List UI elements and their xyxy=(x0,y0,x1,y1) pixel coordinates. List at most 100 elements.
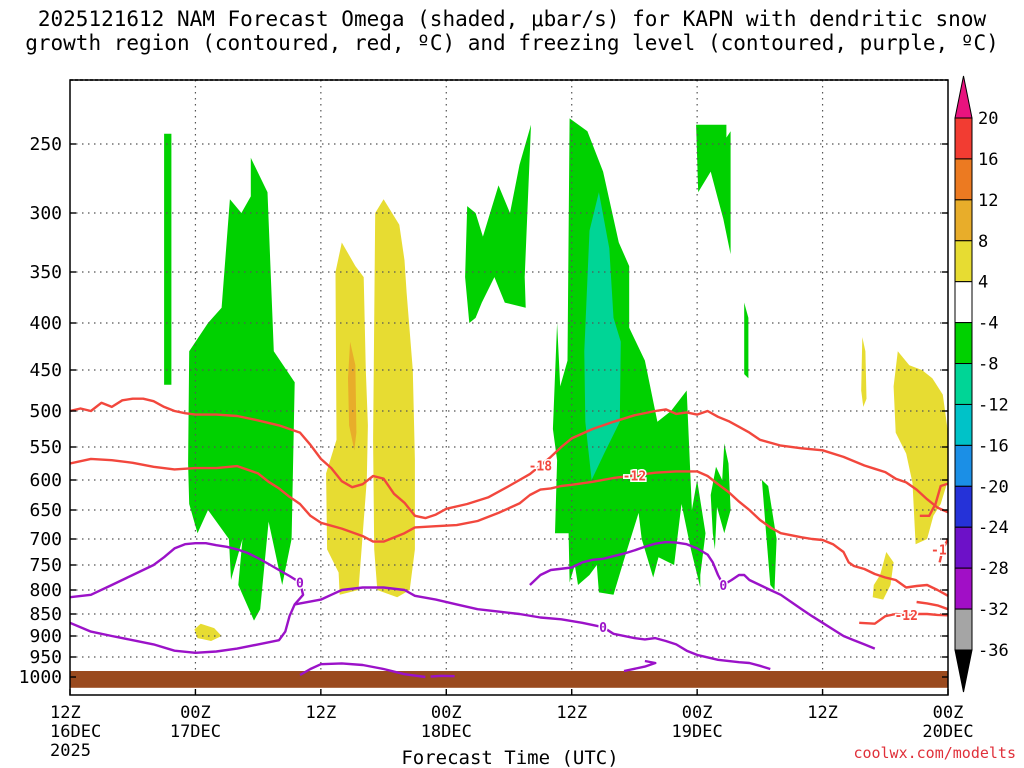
colorbar-bin xyxy=(954,158,973,201)
colorbar-bottom-arrow xyxy=(954,649,973,693)
plot-area: -18 -12 -12 -18 0 0 0 xyxy=(70,80,955,695)
isotherm-contour-label: -18 xyxy=(529,459,553,474)
credit-text: coolwx.com/modelts xyxy=(853,744,1016,762)
y-tick-label: 800 xyxy=(29,580,62,601)
freezing-level-contour xyxy=(529,540,876,650)
colorbar-label: -16 xyxy=(978,436,1009,456)
y-tick-label: 1000 xyxy=(19,667,62,688)
colorbar-label: 8 xyxy=(978,232,988,252)
y-tick-label: 400 xyxy=(29,313,62,334)
x-tick-label: 16DEC xyxy=(50,722,101,742)
colorbar-label: -24 xyxy=(978,518,1009,538)
colorbar-bin xyxy=(954,485,973,528)
omega-region xyxy=(373,199,415,598)
x-tick-label: 20DEC xyxy=(922,722,973,742)
colorbar-label: 20 xyxy=(978,109,998,129)
omega-region xyxy=(465,124,531,323)
colorbar-label: -8 xyxy=(978,355,998,375)
y-tick-label: 950 xyxy=(29,647,62,668)
colorbar-top-arrow xyxy=(954,75,973,119)
isotherm-contour-label: -12 xyxy=(894,609,917,624)
colorbar-label: 16 xyxy=(978,150,998,170)
colorbar-label: -4 xyxy=(978,314,998,334)
isotherm-contour-label: -12 xyxy=(623,469,646,484)
x-tick-label: 12Z xyxy=(556,703,587,723)
omega-region xyxy=(893,351,948,545)
isotherm-contour xyxy=(916,600,948,611)
isotherm-contour xyxy=(919,482,948,517)
colorbar-bin xyxy=(954,403,973,446)
omega-region xyxy=(326,242,368,595)
omega-region xyxy=(761,480,777,590)
colorbar-label: -20 xyxy=(978,477,1009,497)
x-tick-label: 19DEC xyxy=(672,722,723,742)
colorbar-bin xyxy=(954,608,973,651)
chart-title-line-2: growth region (contoured, red, ºC) and f… xyxy=(25,31,999,55)
axes: 2503003504004505005506006507007508008509… xyxy=(19,79,974,761)
omega-region xyxy=(194,623,222,641)
isotherm-contour xyxy=(70,457,948,597)
y-tick-label: 350 xyxy=(29,262,62,283)
omega-region xyxy=(696,124,731,255)
y-tick-label: 550 xyxy=(29,437,62,458)
x-tick-label: 12Z xyxy=(305,703,336,723)
y-tick-label: 900 xyxy=(29,626,62,647)
isotherm-contour xyxy=(859,612,948,625)
freezing-level-contour xyxy=(299,662,426,679)
terrain-fill xyxy=(70,671,948,688)
y-tick-label: 450 xyxy=(29,360,62,381)
colorbar: 20 16 12 8 4 -4 -8 -12 -16 -20 -24 -28 -32 -36 xyxy=(954,75,1009,693)
colorbar-bin xyxy=(954,281,973,324)
freezing-level-contour-label: 0 xyxy=(296,577,304,592)
omega-region xyxy=(584,192,621,481)
y-tick-label: 650 xyxy=(29,500,62,521)
colorbar-bin xyxy=(954,199,973,242)
chart-title-line-1: 2025121612 NAM Forecast Omega (shaded, μ… xyxy=(37,7,987,31)
plot-frame xyxy=(69,79,949,696)
omega-region xyxy=(710,443,731,550)
isotherm-contour-label: -18 xyxy=(931,543,955,558)
y-tick-label: 250 xyxy=(29,134,62,155)
x-tick-label: 17DEC xyxy=(170,722,221,742)
freezing-level-contour xyxy=(430,674,455,678)
freezing-level-contour-label: 0 xyxy=(719,579,727,594)
isotherm-contour xyxy=(70,397,948,520)
colorbar-label: -32 xyxy=(978,600,1009,620)
y-tick-label: 850 xyxy=(29,604,62,625)
colorbar-label: -36 xyxy=(978,641,1009,661)
x-tick-label: 12Z xyxy=(807,703,838,723)
x-tick-label: 18DEC xyxy=(421,722,472,742)
colorbar-label: -12 xyxy=(978,395,1009,415)
omega-region xyxy=(348,341,357,451)
freezing-level-contour xyxy=(70,542,305,654)
colorbar-bin xyxy=(954,322,973,365)
x-tick-label: 00Z xyxy=(933,703,964,723)
freezing-level-contour-label: 0 xyxy=(599,621,607,636)
colorbar-label: 12 xyxy=(978,191,998,211)
omega-region xyxy=(861,337,867,407)
freezing-level-contour xyxy=(623,659,657,673)
omega-region xyxy=(164,133,172,385)
x-tick-label: 00Z xyxy=(682,703,713,723)
x-tick-label: 2025 xyxy=(50,741,91,761)
omega-region xyxy=(188,157,295,621)
colorbar-bin xyxy=(954,567,973,610)
omega-region xyxy=(744,302,749,379)
y-tick-label: 500 xyxy=(29,401,62,422)
freezing-level-contour xyxy=(294,586,771,671)
x-tick-label: 12Z xyxy=(50,703,81,723)
y-tick-label: 700 xyxy=(29,529,62,550)
isotherm-contour xyxy=(938,538,948,563)
x-axis-label: Forecast Time (UTC) xyxy=(401,747,618,768)
y-tick-label: 600 xyxy=(29,470,62,491)
colorbar-label: 4 xyxy=(978,273,988,293)
y-tick-label: 750 xyxy=(29,555,62,576)
colorbar-label: -28 xyxy=(978,559,1009,579)
x-tick-label: 00Z xyxy=(431,703,462,723)
colorbar-bin xyxy=(954,526,973,569)
colorbar-bin xyxy=(954,363,973,405)
y-tick-label: 300 xyxy=(29,203,62,224)
plot-content: -18 -12 -12 -18 0 0 0 xyxy=(70,80,955,695)
omega-region xyxy=(552,118,706,595)
